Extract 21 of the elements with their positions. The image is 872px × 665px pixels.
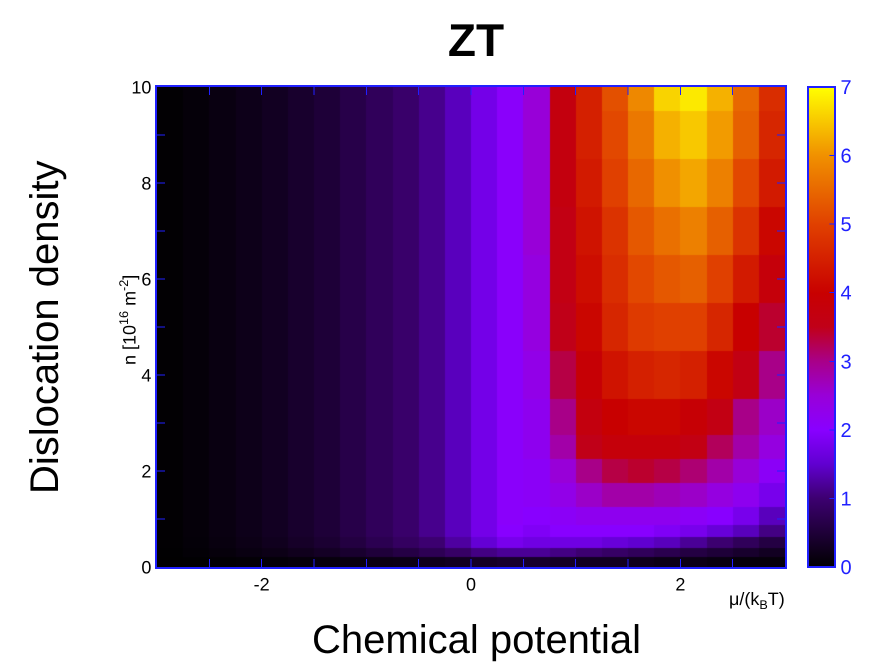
color-bar-label: 2 — [840, 420, 852, 442]
color-bar-label: 1 — [840, 488, 852, 510]
text: μ/(k$_{B}$T) — [729, 589, 785, 612]
color-bar-label: 0 — [840, 557, 852, 579]
x-tick-label: -2 — [254, 574, 270, 595]
color-bar-label: 3 — [840, 351, 852, 374]
y-tick-label: 0 — [141, 557, 152, 578]
color-bar-label: 6 — [840, 146, 852, 168]
color-bar-label: 5 — [840, 214, 852, 236]
y-tick-label: 8 — [141, 173, 152, 194]
chart-title: ZT — [448, 14, 504, 66]
y-tick-label: 4 — [141, 365, 152, 386]
color-bar-label: 7 — [840, 77, 852, 99]
y-tick-label: 6 — [141, 269, 152, 290]
x-tick-label: 2 — [675, 574, 686, 595]
y-tick-label: 10 — [131, 77, 152, 98]
y-axis-title: Dislocation density — [23, 160, 67, 494]
y-tick-label: 2 — [141, 461, 152, 482]
x-tick-label: 0 — [466, 574, 476, 595]
color-bar-label: 4 — [840, 282, 852, 305]
x-axis-title: Chemical potential — [312, 618, 642, 662]
